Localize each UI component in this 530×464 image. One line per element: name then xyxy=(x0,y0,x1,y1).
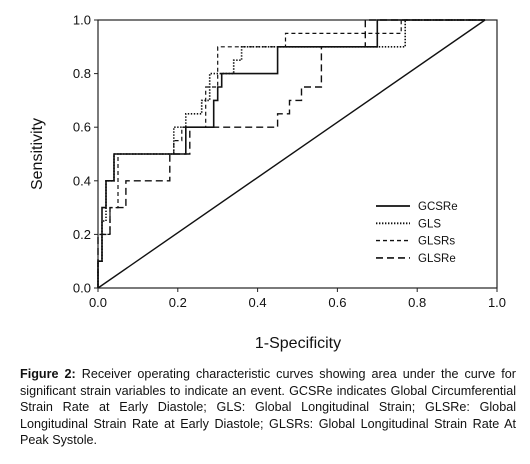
caption-text: Receiver operating characteristic curves… xyxy=(20,367,516,447)
roc-chart: 0.0 0.2 0.4 0.6 0.8 1.0 0.0 0.2 0.4 0.6 0.8 1.0 Sen… xyxy=(29,13,506,353)
y-tick-label: 0.2 xyxy=(73,227,91,242)
x-tick-label: 0.2 xyxy=(169,295,187,310)
legend-label-glsrs: GLSRs xyxy=(418,236,455,248)
x-tick-label: 0.0 xyxy=(89,295,107,310)
legend: GCSRe GLS GLSRs GLSRe xyxy=(376,201,458,265)
series-glsrs-line xyxy=(97,19,485,288)
y-axis-label: Sensitivity xyxy=(29,118,46,190)
x-tick-label: 0.8 xyxy=(408,295,426,310)
series-gls-line xyxy=(97,19,485,288)
x-axis-label: 1-Specificity xyxy=(255,335,341,352)
x-tick-label: 0.4 xyxy=(249,295,267,310)
reference-diagonal xyxy=(97,19,486,289)
x-tick-label: 0.6 xyxy=(328,295,346,310)
legend-label-glsre: GLSRe xyxy=(418,253,456,265)
y-tick-label: 0.6 xyxy=(73,120,91,135)
series-glsre-line xyxy=(97,19,485,288)
plot-area-border xyxy=(97,19,498,289)
legend-label-gcsre: GCSRe xyxy=(418,201,458,213)
reference-line xyxy=(97,19,486,289)
y-tick-label: 0.0 xyxy=(73,281,91,296)
y-tick-label: 0.4 xyxy=(73,173,91,188)
plot-frame xyxy=(97,19,498,289)
series-layer xyxy=(97,19,485,288)
figure-caption: Figure 2: Receiver operating characteris… xyxy=(20,366,516,449)
tick-labels: 0.0 0.2 0.4 0.6 0.8 1.0 0.0 0.2 0.4 0.6 0.8 1.0 xyxy=(73,13,506,311)
x-tick-label: 1.0 xyxy=(488,295,506,310)
y-tick-label: 0.8 xyxy=(73,66,91,81)
caption-label: Figure 2: xyxy=(20,367,76,381)
legend-label-gls: GLS xyxy=(418,218,441,230)
y-tick-label: 1.0 xyxy=(73,13,91,28)
